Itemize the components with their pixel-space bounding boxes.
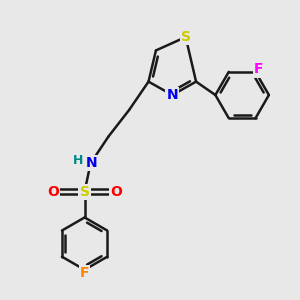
Text: N: N bbox=[167, 88, 178, 102]
Text: S: S bbox=[181, 30, 191, 44]
Text: S: S bbox=[80, 184, 90, 199]
Text: N: N bbox=[86, 156, 98, 170]
Text: O: O bbox=[47, 184, 59, 199]
Text: F: F bbox=[80, 266, 89, 280]
Text: F: F bbox=[254, 62, 263, 76]
Text: O: O bbox=[110, 184, 122, 199]
Text: H: H bbox=[73, 154, 83, 167]
